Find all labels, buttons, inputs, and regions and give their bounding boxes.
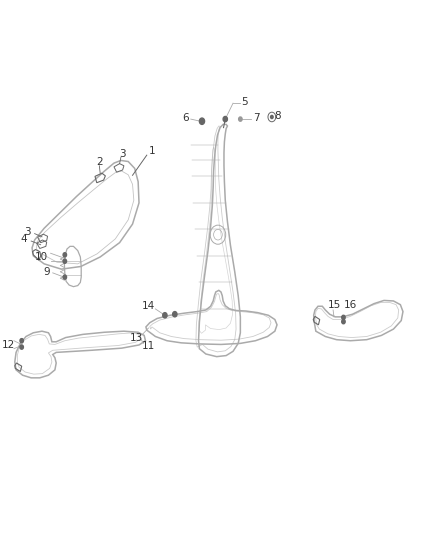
Text: 1: 1 [148,146,155,156]
Circle shape [63,253,67,257]
Circle shape [223,116,227,122]
Text: 15: 15 [327,300,341,310]
Text: 6: 6 [182,113,189,123]
Text: 3: 3 [25,227,31,237]
Text: 10: 10 [35,252,48,262]
Circle shape [199,118,205,124]
Circle shape [342,319,345,324]
Circle shape [20,345,23,349]
Circle shape [63,259,67,263]
Text: 2: 2 [96,157,102,166]
Circle shape [239,117,242,121]
Text: 4: 4 [21,234,27,244]
Text: 7: 7 [253,113,260,123]
Text: 13: 13 [130,333,144,343]
Text: 12: 12 [2,340,15,350]
Text: 8: 8 [275,111,281,121]
Circle shape [163,313,167,318]
Circle shape [20,338,23,343]
Text: 14: 14 [142,301,155,311]
Circle shape [342,316,345,319]
Text: 11: 11 [142,341,155,351]
Text: 5: 5 [241,97,248,107]
Circle shape [173,312,177,317]
Circle shape [63,275,67,279]
Text: 9: 9 [44,267,50,277]
Circle shape [271,115,273,118]
Text: 16: 16 [344,300,357,310]
Text: 3: 3 [119,149,126,158]
